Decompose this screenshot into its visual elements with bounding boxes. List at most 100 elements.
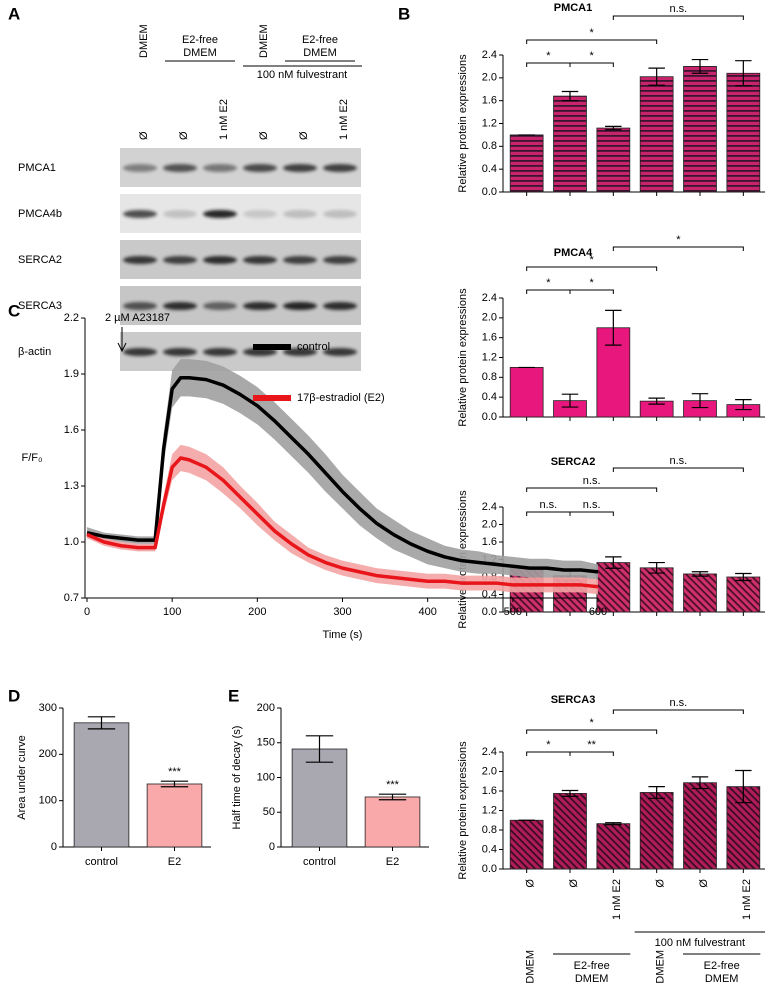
- line: [86, 375, 599, 574]
- blot-row: [120, 194, 361, 233]
- error-bar: [561, 789, 579, 797]
- significance-label: *: [590, 254, 595, 266]
- chart-title: SERCA2: [551, 456, 596, 468]
- x-tick-label: 100: [163, 606, 181, 618]
- row-label: PMCA4b: [18, 208, 62, 220]
- treatment-label: E2-free: [704, 960, 740, 972]
- y-tick-label: 100: [257, 771, 275, 783]
- blot-band: [123, 164, 157, 172]
- treatment-label: DMEM: [575, 973, 609, 985]
- significance-bracket: [569, 62, 614, 67]
- error-bar: [305, 735, 334, 763]
- significance-label: *: [590, 277, 595, 289]
- legend-label: control: [297, 341, 330, 353]
- y-tick-label: 1.6: [482, 785, 497, 797]
- y-tick-label: 1.2: [482, 804, 497, 816]
- blot-row: [120, 240, 361, 279]
- y-tick-label: 1.2: [482, 351, 497, 363]
- x-tick-label: control: [85, 856, 118, 868]
- bar: [726, 576, 761, 613]
- legend-label: 17β-estradiol (E2): [297, 392, 385, 404]
- error-bar: [691, 571, 709, 577]
- significance-label: n.s.: [669, 455, 687, 467]
- x-tick-label: Ø: [568, 879, 580, 888]
- significance-label: *: [590, 50, 595, 62]
- blot-band: [283, 256, 317, 264]
- significance-bracket: [612, 246, 744, 251]
- x-tick-label: 0: [84, 606, 90, 618]
- blot-band: [283, 302, 317, 310]
- y-tick-label: 100: [39, 795, 57, 807]
- y-axis-label: Half time of decay (s): [231, 726, 243, 830]
- blot-band: [323, 348, 357, 356]
- significance-label: ***: [168, 766, 182, 778]
- y-tick-label: 1.6: [482, 332, 497, 344]
- bar: [639, 76, 674, 193]
- error-bar: [605, 822, 622, 826]
- significance-bracket: [569, 751, 614, 756]
- x-tick-label: 200: [248, 606, 266, 618]
- error-bar: [691, 58, 709, 74]
- x-tick-label: 1 nM E2: [741, 879, 753, 920]
- y-tick-label: 1.2: [482, 117, 497, 129]
- error-bar: [735, 572, 752, 582]
- significance-bracket: [526, 289, 571, 294]
- y-tick-label: 0.4: [482, 391, 497, 403]
- treatment-label: DMEM: [138, 24, 150, 58]
- y-tick-label: 0.0: [482, 863, 497, 875]
- lane-label: Ø: [298, 131, 310, 140]
- blot-band: [163, 256, 197, 264]
- x-tick-label: 600: [589, 606, 607, 618]
- error-bar: [561, 90, 579, 102]
- y-tick-label: 0: [269, 841, 275, 853]
- significance-label: ***: [386, 779, 400, 791]
- y-tick-label: 2.0: [482, 765, 497, 777]
- error-bar: [561, 393, 579, 408]
- error-bar: [160, 780, 189, 788]
- x-tick-label: 300: [333, 606, 351, 618]
- y-tick-label: 2.0: [482, 312, 497, 324]
- treatment-label: E2-free: [302, 34, 338, 46]
- significance-label: *: [546, 739, 551, 751]
- blot-band: [243, 210, 277, 218]
- row-label: β-actin: [18, 346, 51, 358]
- annotation: 2 µM A23187: [105, 312, 170, 324]
- error-bar: [648, 561, 665, 574]
- y-tick-label: 2.4: [482, 49, 497, 61]
- significance-bracket: [526, 729, 658, 734]
- blot-band: [283, 210, 317, 218]
- error-band: [87, 444, 598, 595]
- significance-label: *: [676, 234, 681, 246]
- y-tick-label: 0.4: [482, 163, 497, 175]
- bar: [683, 782, 717, 870]
- blot-band: [123, 256, 157, 264]
- blot-row: [120, 148, 361, 187]
- row-label: PMCA1: [18, 162, 56, 174]
- significance-bracket: [612, 467, 744, 472]
- treatment-label: DMEM: [183, 47, 217, 59]
- y-tick-label: 0.8: [482, 824, 497, 836]
- blot-band: [123, 348, 157, 356]
- significance-label: *: [546, 277, 551, 289]
- bar: [683, 66, 717, 193]
- chart-title: PMCA1: [554, 2, 593, 14]
- treatment-label: DMEM: [303, 47, 337, 59]
- treatment-label: E2-free: [182, 34, 218, 46]
- significance-bracket: [526, 266, 658, 271]
- bar: [553, 95, 587, 193]
- blot-band: [123, 302, 157, 310]
- significance-bracket: [526, 511, 571, 516]
- bar: [73, 722, 130, 848]
- bar: [596, 127, 631, 193]
- lane-label: 1 nM E2: [338, 99, 350, 140]
- y-tick-label: 200: [257, 702, 275, 714]
- y-tick-label: 50: [263, 806, 275, 818]
- bar: [596, 562, 631, 613]
- bar: [553, 793, 587, 870]
- error-bar: [735, 769, 752, 804]
- y-axis-label: Relative protein expressions: [457, 288, 469, 427]
- y-tick-label: 0.7: [64, 592, 79, 604]
- error-bar: [648, 67, 665, 86]
- error-bar: [605, 556, 622, 569]
